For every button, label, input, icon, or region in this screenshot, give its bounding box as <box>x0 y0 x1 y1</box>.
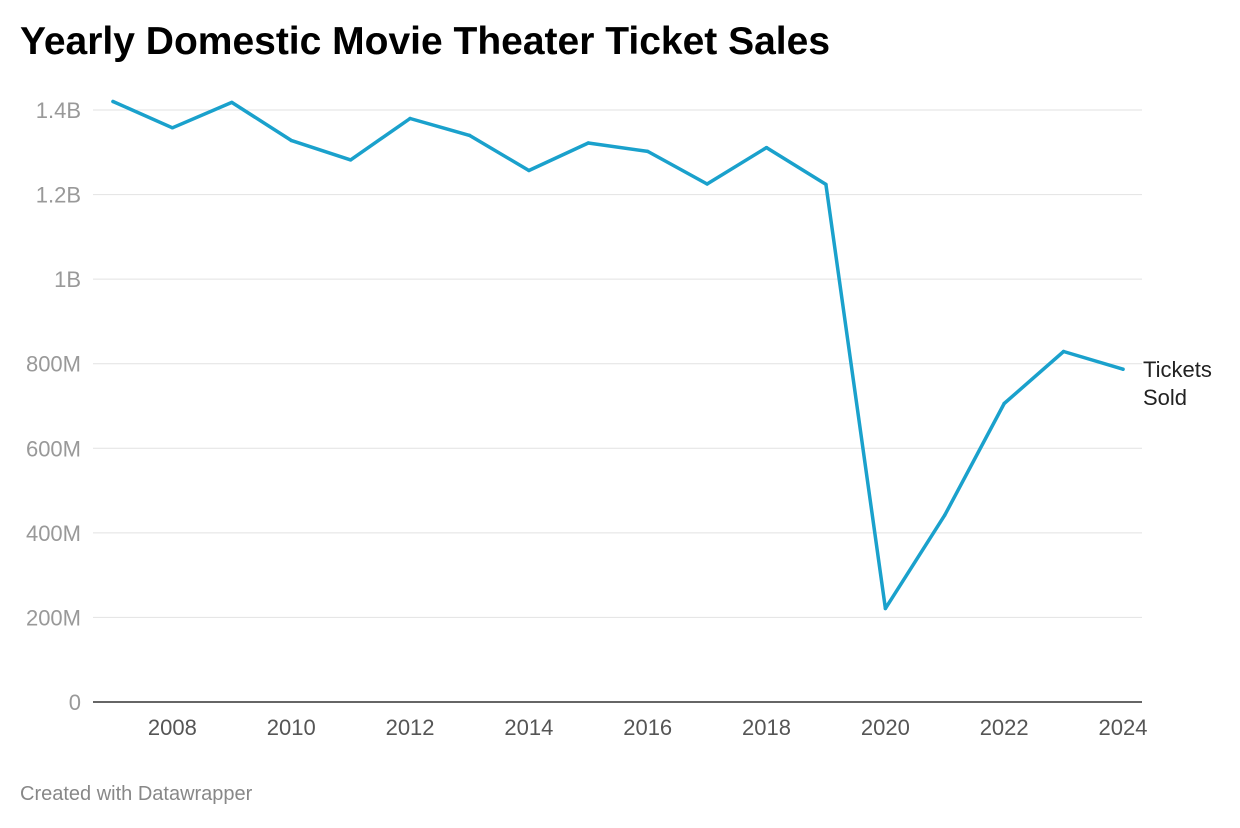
y-axis: 0 200M 400M 600M 800M 1B 1.2B 1.4B <box>26 98 81 715</box>
x-tick-label: 2012 <box>386 715 435 740</box>
data-point <box>289 138 293 143</box>
y-tick-label: 1.2B <box>36 183 81 208</box>
y-tick-label: 1B <box>54 267 81 292</box>
x-tick-label: 2014 <box>504 715 553 740</box>
data-point <box>467 133 472 138</box>
data-point <box>883 606 888 611</box>
x-axis: 2008 2010 2012 2014 2016 2018 2020 2022 2024 <box>93 701 1148 740</box>
chart-title: Yearly Domestic Movie Theater Ticket Sal… <box>20 20 831 63</box>
data-point <box>170 126 175 130</box>
y-tick-label: 1.4B <box>36 98 81 123</box>
y-tick-label: 400M <box>26 521 81 546</box>
x-tick-label: 2010 <box>267 715 316 740</box>
footer-credit: Created with Datawrapper <box>20 783 253 805</box>
x-tick-label: 2022 <box>980 715 1029 740</box>
data-point <box>527 168 531 173</box>
data-point <box>586 141 590 145</box>
series-label: Tickets Sold <box>1143 357 1212 410</box>
series-layer <box>111 99 1125 611</box>
data-point <box>824 182 828 187</box>
x-tick-label: 2024 <box>1099 715 1148 740</box>
y-tick-label: 600M <box>26 436 81 461</box>
data-point <box>764 145 769 150</box>
data-point <box>408 116 412 121</box>
x-tick-label: 2008 <box>148 715 197 740</box>
y-tick-label: 200M <box>26 605 81 630</box>
data-point <box>943 513 947 517</box>
x-tick-label: 2020 <box>861 715 910 740</box>
x-tick-label: 2018 <box>742 715 791 740</box>
data-point <box>111 99 115 104</box>
data-point <box>230 100 234 105</box>
data-point <box>1061 349 1066 354</box>
y-tick-label: 0 <box>69 690 81 715</box>
data-point <box>348 158 353 162</box>
series-line <box>111 99 1125 611</box>
gridlines <box>93 109 1142 618</box>
data-point <box>705 182 709 186</box>
data-point <box>1121 367 1125 371</box>
data-point <box>1002 401 1006 406</box>
y-tick-label: 800M <box>26 352 81 377</box>
x-tick-label: 2016 <box>623 715 672 740</box>
series-labels: Tickets Sold <box>1143 357 1212 410</box>
data-point <box>646 149 650 154</box>
